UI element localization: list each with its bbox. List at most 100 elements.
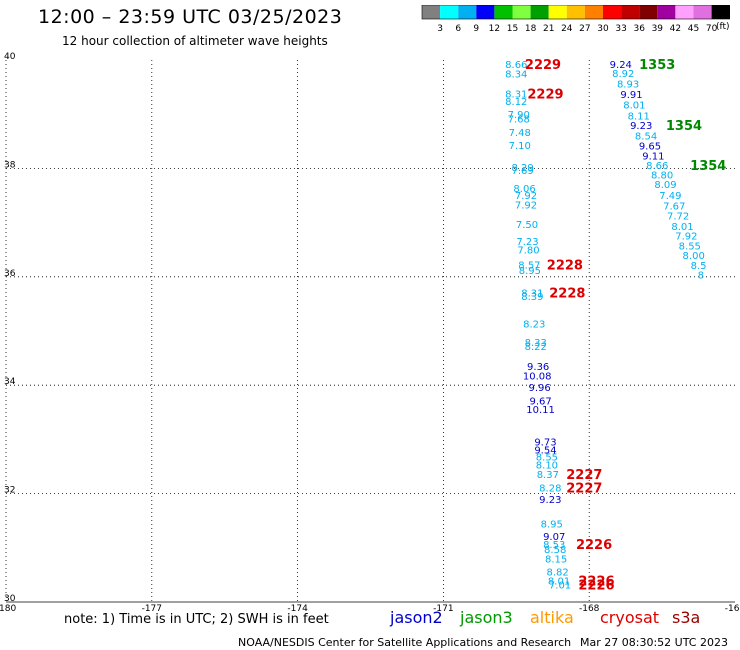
wave-height-label: 9.91 <box>620 90 642 101</box>
wave-height-label: 8.54 <box>635 131 657 142</box>
wave-height-label: 7.10 <box>509 141 531 152</box>
legend-swatch <box>639 5 658 19</box>
legend-label: 9 <box>473 24 479 34</box>
wave-height-label: 8.12 <box>505 97 527 108</box>
wave-height-label: 8.57 <box>518 260 540 271</box>
legend-swatch <box>422 5 441 19</box>
wave-height-label: 7.49 <box>659 191 681 202</box>
wave-height-label: 8.55 <box>536 453 558 464</box>
wave-height-label: 8.95 <box>541 519 563 530</box>
wave-height-label: 7.01 <box>549 581 571 592</box>
y-tick-label: 30 <box>4 594 16 604</box>
legend-label: 21 <box>543 24 554 34</box>
wave-height-label: 8.06 <box>513 184 535 195</box>
pass-time-label: 2228 <box>549 287 585 302</box>
wave-height-label: 9.23 <box>630 121 652 132</box>
wave-height-label: 9.73 <box>534 438 556 449</box>
wave-height-label: 8.82 <box>546 568 568 579</box>
legend-swatch <box>494 5 513 19</box>
wave-height-label: 8.28 <box>539 484 561 495</box>
pass-time-label: 2227 <box>566 482 602 497</box>
legend-label: 12 <box>489 24 500 34</box>
legend-swatch <box>566 5 585 19</box>
legend-label: 6 <box>455 24 461 34</box>
wave-height-label: 10.11 <box>526 405 555 416</box>
wave-height-label: 8.33 <box>525 338 547 349</box>
legend-swatch <box>530 5 549 19</box>
legend-label: 45 <box>688 24 699 34</box>
satellite-name-cryosat: cryosat <box>600 608 660 627</box>
wave-height-label: 7.92 <box>515 201 537 212</box>
x-tick-label: -180 <box>0 604 16 614</box>
wave-height-label: 8.15 <box>545 555 567 566</box>
y-tick-label: 38 <box>4 160 16 170</box>
pass-time-label: 2228 <box>547 258 583 273</box>
wave-height-label: 7.48 <box>509 128 531 139</box>
wave-height-label: 8.10 <box>536 460 558 471</box>
pass-time-label: 2226 <box>578 574 614 589</box>
wave-height-label: 7.90 <box>508 110 530 121</box>
wave-height-label: 9.24 <box>610 60 632 71</box>
wave-height-label: 9.54 <box>534 446 556 457</box>
legend-swatch <box>711 5 730 19</box>
wave-height-label: 8.66 <box>505 60 527 71</box>
wave-height-label: 8.53 <box>543 540 565 551</box>
pass-time-label: 2229 <box>525 58 561 73</box>
legend-label: 15 <box>507 24 518 34</box>
satellite-name-jason2: jason2 <box>390 608 443 627</box>
wave-height-label: 7.92 <box>515 191 537 202</box>
wave-height-label: 8 <box>698 271 704 282</box>
legend-swatch <box>621 5 640 19</box>
y-tick-label: 32 <box>4 486 15 496</box>
legend-swatch <box>458 5 477 19</box>
wave-height-label: 7.92 <box>675 232 697 243</box>
legend-label: 27 <box>579 24 590 34</box>
wave-height-label: 8.93 <box>617 79 639 90</box>
legend-swatch <box>476 5 495 19</box>
wave-height-label: 8.80 <box>651 170 673 181</box>
x-tick-label: -171 <box>433 604 453 614</box>
y-tick-label: 34 <box>4 377 16 387</box>
pass-time-label: 2227 <box>566 468 602 483</box>
legend-swatch <box>675 5 694 19</box>
pass-time-label: 1353 <box>639 58 675 73</box>
credit-line: NOAA/NESDIS Center for Satellite Applica… <box>238 636 572 649</box>
x-tick-label: -177 <box>142 604 162 614</box>
wave-height-label: 7.23 <box>516 237 538 248</box>
legend-swatch <box>603 5 622 19</box>
satellite-name-s3a: s3a <box>672 608 701 627</box>
legend-unit: (ft) <box>716 22 730 32</box>
pass-time-label: 2226 <box>576 538 612 553</box>
wave-height-label: 8.01 <box>623 100 645 111</box>
wave-height-label: 7.80 <box>517 246 539 257</box>
wave-height-label: 8.34 <box>505 70 527 81</box>
wave-height-label: 9.07 <box>543 532 565 543</box>
pass-time-label: 2226 <box>578 579 614 594</box>
wave-height-label: 9.11 <box>642 151 664 162</box>
satellite-name-jason3: jason3 <box>460 608 513 627</box>
legend-label: 3 <box>437 24 443 34</box>
wave-height-label: 8.92 <box>612 69 634 80</box>
chart-title: 12:00 – 23:59 UTC 03/25/2023 <box>38 6 343 28</box>
wave-height-label: 9.67 <box>529 396 551 407</box>
y-tick-label: 36 <box>4 269 16 279</box>
wave-height-label: 8.66 <box>646 161 668 172</box>
legend-label: 30 <box>597 24 609 34</box>
wave-height-label: 8.58 <box>544 545 566 556</box>
chart-subtitle: 12 hour collection of altimeter wave hei… <box>62 34 328 48</box>
pass-time-label: 1354 <box>666 119 702 134</box>
legend-label: 39 <box>652 24 664 34</box>
x-tick-label: -168 <box>579 604 600 614</box>
wave-height-label: 8.01 <box>548 576 570 587</box>
wave-height-label: 8.31 <box>505 90 527 101</box>
wave-height-label: 7.72 <box>667 212 689 223</box>
legend-swatch <box>512 5 531 19</box>
wave-height-label: 8.09 <box>654 180 676 191</box>
wave-height-label: 8.22 <box>525 342 547 353</box>
wave-height-label: 9.36 <box>527 362 549 373</box>
legend-swatch <box>584 5 603 19</box>
legend-label: 42 <box>670 24 681 34</box>
wave-height-label: 7.50 <box>516 220 538 231</box>
legend-swatch <box>440 5 459 19</box>
wave-height-label: 10.08 <box>523 371 552 382</box>
